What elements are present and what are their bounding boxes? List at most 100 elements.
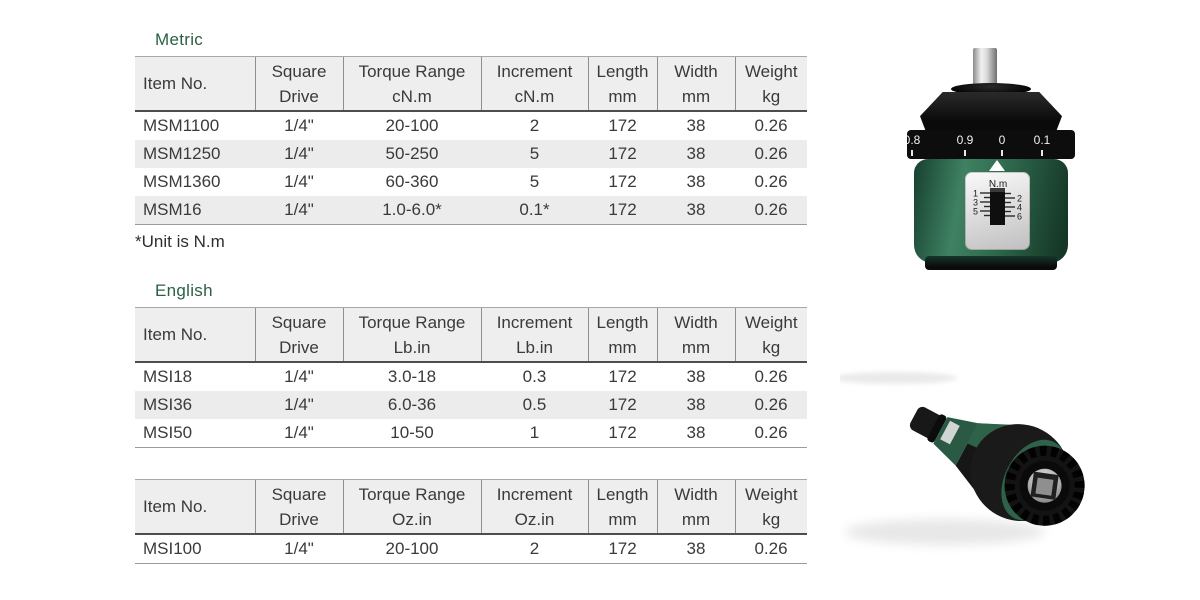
table-row: MSM16 1/4" 1.0-6.0* 0.1* 172 38 0.26: [135, 196, 807, 225]
table-row: MSM1250 1/4" 50-250 5 172 38 0.26: [135, 140, 807, 168]
cell: MSM1250: [143, 144, 221, 163]
scale-tick: [911, 150, 913, 156]
setting-slider: [990, 188, 1005, 225]
cell: 0.26: [735, 196, 807, 225]
handle-shadow: [845, 519, 1045, 545]
scale-tick: [964, 150, 966, 156]
header-cell: Item No.: [135, 479, 255, 535]
table-header: Item No. Square Drive Torque Range Oz.in Incr…: [135, 479, 807, 535]
table-row: MSI36 1/4" 6.0-36 0.5 172 38 0.26: [135, 391, 807, 419]
scale-label: 0.1: [1033, 133, 1051, 147]
cell: 172: [588, 534, 657, 564]
header-cell: Weight kg: [734, 479, 807, 535]
header-cell: Torque Range cN.m: [342, 56, 481, 112]
header-cell: Length mm: [587, 56, 657, 112]
cell: 0.26: [735, 534, 807, 564]
cell: 1/4": [284, 144, 314, 163]
tool-hex-cap: [920, 92, 1062, 131]
scale-number: 4: [1017, 203, 1022, 213]
spec-content: Metric Item No. Square Drive Torque Range cN…: [135, 30, 825, 564]
scale-number: 1: [973, 189, 978, 199]
cell: MSM1360: [143, 172, 221, 191]
cell: 172: [588, 419, 657, 448]
cell: 172: [608, 144, 637, 163]
cell: 1.0-6.0*: [343, 196, 481, 225]
header-cell: Item No.: [135, 307, 255, 363]
cell: 172: [608, 172, 637, 191]
cell: 38: [657, 534, 735, 564]
cell: MSM16: [135, 196, 255, 225]
cell: 38: [686, 144, 706, 163]
window-unit-label: N.m: [989, 179, 1007, 190]
scale-ticks: [980, 192, 1015, 217]
table-header: Item No. Square Drive Torque Range Lb.in Incr…: [135, 307, 807, 363]
cell: 0.1*: [481, 196, 588, 225]
header-cell: Length mm: [587, 479, 657, 535]
cell: 0.26: [754, 367, 788, 386]
cell: 1/4": [255, 534, 343, 564]
cell: MSI50: [135, 419, 255, 448]
cell: 2: [481, 534, 588, 564]
torque-scale-graphic: N.m 1 3: [973, 179, 1022, 225]
table-body: MSM1100 1/4" 20-100 2 172 38 0.26 MSM1250 1/4" 50…: [135, 111, 807, 225]
cell: 5: [529, 144, 540, 163]
tool-shaft: [973, 48, 997, 88]
table-body: MSI100 1/4" 20-100 2 172 38 0.26: [135, 534, 807, 564]
cell: 0.26: [754, 395, 788, 414]
header-cell: Weight kg: [734, 307, 807, 363]
table-row: MSI100 1/4" 20-100 2 172 38 0.26: [135, 534, 807, 564]
cell: 38: [686, 395, 706, 414]
cell: 1/4": [284, 172, 314, 191]
cell: 0.3: [522, 367, 547, 386]
header-cell: Width mm: [656, 56, 735, 112]
cell: 172: [608, 367, 637, 386]
cell: MSI36: [143, 395, 193, 414]
table-header: Item No. Square Drive Torque Range cN.m Incre…: [135, 56, 807, 112]
cell: 0.26: [754, 116, 788, 135]
handle-neck: [933, 417, 979, 466]
handle-label-patch: [940, 420, 960, 445]
handle-graphic: [909, 406, 1085, 526]
cell: 6.0-36: [387, 395, 437, 414]
cell: 172: [588, 196, 657, 225]
cell: MSI18: [143, 367, 193, 386]
cell: 3.0-18: [387, 367, 437, 386]
header-cell: Width mm: [656, 479, 735, 535]
dial-pointer-icon: [989, 160, 1005, 171]
cell: 1: [481, 419, 588, 448]
dial-scale-band: 0.8 0.9 0 0.1 0: [907, 130, 1075, 159]
scale-number: 2: [1017, 194, 1022, 204]
cell: 172: [608, 395, 637, 414]
scale-label: 0: [998, 133, 1006, 147]
cell: MSI100: [135, 534, 255, 564]
table-row: MSM1360 1/4" 60-360 5 172 38 0.26: [135, 168, 807, 196]
handle-photo: [840, 372, 1085, 545]
cell: MSM1100: [143, 116, 220, 135]
table-row: MSI50 1/4" 10-50 1 172 38 0.26: [135, 419, 807, 448]
header-cell: Weight kg: [734, 56, 807, 112]
header-cell: Square Drive: [254, 479, 343, 535]
header-cell: Length mm: [587, 307, 657, 363]
handle-tip-ring: [927, 414, 947, 443]
header-cell: Torque Range Oz.in: [342, 479, 481, 535]
header-cell: Item No.: [135, 56, 255, 112]
square-drive-hole: [1030, 471, 1059, 500]
scale-label: 0.8: [907, 133, 921, 147]
section-title-english: English: [155, 281, 213, 300]
background-streak: [840, 372, 957, 384]
cell: 20-100: [343, 534, 481, 564]
cell: 38: [657, 419, 735, 448]
cell: 1/4": [284, 395, 314, 414]
scale-number: 5: [973, 207, 978, 217]
cell: 0.26: [754, 144, 788, 163]
header-cell: Increment Oz.in: [480, 479, 588, 535]
cell: 50-250: [385, 144, 439, 163]
cell: 38: [686, 367, 706, 386]
torque-setting-window: N.m 1 3: [965, 172, 1030, 250]
cell: 0.26: [754, 172, 788, 191]
cell: 0.5: [522, 395, 547, 414]
header-row: Item No. Square Drive Torque Range Oz.in Incr…: [135, 479, 807, 535]
cell: 38: [686, 172, 706, 191]
scale-number: 3: [973, 198, 978, 208]
